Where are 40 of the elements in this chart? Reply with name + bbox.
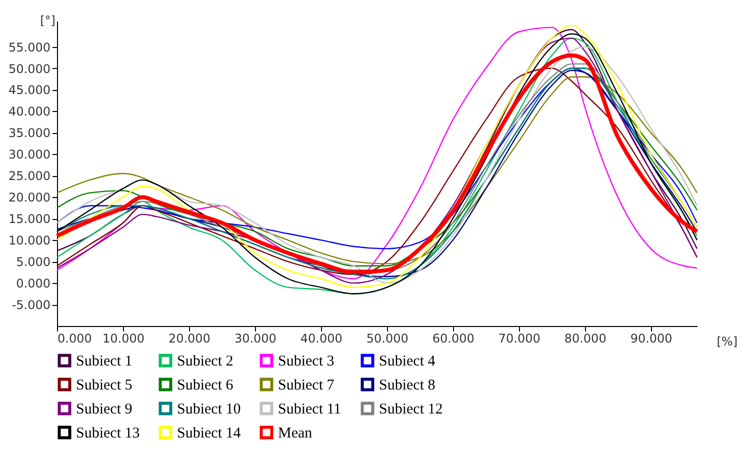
x-tick-label: 70.000	[498, 332, 540, 346]
x-axis-title: [%]	[716, 334, 738, 348]
legend-label: Subiect 7	[278, 378, 335, 394]
legend-label: Subiect 2	[177, 354, 234, 370]
legend-label: Subiect 6	[177, 378, 234, 394]
y-tick-label: 50.000	[8, 62, 50, 76]
y-tick-label: 40.000	[8, 104, 50, 119]
legend-label: Subiect 10	[177, 402, 241, 418]
legend-label: Subiect 9	[76, 402, 132, 418]
x-tick-label: 60.000	[432, 332, 474, 346]
legend-label: Subiect 11	[278, 402, 342, 418]
x-tick-label: 0.000	[58, 332, 92, 346]
y-tick-label: 0.000	[16, 276, 50, 291]
legend-label: Subiect 3	[278, 354, 334, 370]
legend-label: Subiect 4	[379, 354, 436, 370]
legend-label: Subiect 1	[76, 354, 132, 370]
y-tick-label: 55.000	[8, 40, 50, 54]
y-tick-label: 30.000	[8, 148, 50, 162]
y-tick-label: 10.000	[8, 234, 50, 248]
y-tick-label: 35.000	[8, 126, 50, 140]
y-tick-label: -5.000	[12, 298, 50, 312]
legend-label: Subiect 12	[379, 402, 443, 418]
y-tick-label: 45.000	[8, 83, 50, 98]
x-tick-label: 30.000	[234, 332, 276, 346]
legend-label: Subiect 13	[76, 426, 140, 442]
y-axis-title: [°]	[40, 14, 56, 28]
x-tick-label: 20.000	[168, 332, 210, 346]
y-tick-label: 20.000	[8, 190, 50, 205]
legend-label: Subiect 8	[379, 378, 436, 394]
legend-label: Mean	[278, 426, 313, 442]
y-tick-label: 5.000	[16, 255, 50, 270]
x-tick-label: 40.000	[300, 332, 342, 346]
y-tick-label: 15.000	[8, 212, 50, 226]
legend-label: Subiect 14	[177, 426, 242, 442]
legend-label: Subiect 5	[76, 378, 132, 394]
y-tick-label: 25.000	[8, 169, 50, 184]
x-tick-label: 10.000	[102, 332, 144, 346]
x-tick-label: 50.000	[366, 332, 408, 346]
x-tick-label: 90.000	[630, 332, 672, 346]
x-tick-label: 80.000	[564, 332, 606, 346]
